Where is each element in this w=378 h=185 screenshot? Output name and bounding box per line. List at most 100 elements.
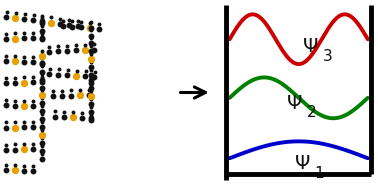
Point	[52, 110, 58, 113]
Point	[48, 16, 54, 19]
Point	[30, 100, 36, 103]
Point	[39, 81, 45, 84]
Point	[65, 68, 71, 71]
Point	[12, 81, 18, 84]
Point	[12, 121, 18, 124]
Point	[12, 143, 18, 146]
Point	[39, 142, 45, 145]
Point	[39, 150, 45, 153]
Point	[39, 29, 45, 32]
Point	[82, 43, 88, 46]
Point	[88, 74, 94, 77]
Point	[88, 119, 94, 122]
Point	[39, 129, 45, 132]
Point	[3, 164, 9, 166]
Point	[3, 60, 9, 63]
Point	[69, 25, 75, 28]
Point	[39, 36, 45, 39]
Point	[3, 143, 9, 146]
Point	[96, 22, 102, 25]
Point	[22, 12, 28, 15]
Point	[91, 70, 98, 73]
Point	[88, 103, 94, 106]
Point	[88, 114, 94, 117]
Point	[30, 81, 36, 84]
Point	[46, 45, 52, 48]
Point	[4, 10, 10, 13]
Point	[86, 94, 92, 97]
Point	[39, 73, 45, 76]
Text: 3: 3	[323, 49, 333, 64]
Point	[30, 164, 36, 167]
Point	[12, 11, 19, 14]
Point	[79, 111, 85, 114]
Point	[65, 23, 71, 26]
Point	[57, 17, 64, 20]
Point	[88, 106, 94, 109]
Point	[88, 90, 94, 93]
Point	[88, 34, 94, 37]
Point	[30, 142, 36, 145]
Point	[12, 55, 18, 58]
Point	[12, 164, 18, 167]
Point	[3, 169, 9, 172]
Point	[69, 20, 75, 23]
Point	[30, 56, 36, 59]
Point	[21, 169, 27, 172]
Point	[39, 57, 45, 60]
Point	[39, 137, 45, 139]
Point	[82, 70, 88, 73]
Text: $\Psi$: $\Psi$	[294, 154, 310, 173]
Point	[30, 121, 36, 124]
Text: $\Psi$: $\Psi$	[286, 94, 302, 113]
Point	[39, 15, 45, 18]
Point	[39, 121, 45, 124]
Point	[73, 44, 79, 47]
Point	[77, 89, 83, 92]
Point	[56, 68, 62, 71]
Point	[88, 37, 94, 40]
Point	[30, 31, 36, 34]
Point	[21, 32, 27, 35]
Point	[39, 20, 45, 23]
Point	[39, 49, 45, 52]
Point	[39, 70, 45, 73]
Point	[73, 74, 79, 77]
Point	[39, 78, 45, 81]
Point	[77, 94, 83, 97]
Point	[59, 94, 65, 97]
Point	[50, 90, 56, 92]
Point	[3, 99, 9, 102]
Point	[50, 95, 56, 98]
Point	[88, 29, 94, 32]
Point	[87, 21, 93, 24]
Point	[88, 112, 94, 115]
Point	[96, 27, 102, 30]
Point	[39, 54, 45, 57]
Point	[64, 44, 70, 47]
Point	[3, 37, 9, 40]
Point	[21, 99, 27, 102]
Point	[39, 62, 45, 65]
Point	[46, 67, 53, 70]
Point	[48, 21, 54, 24]
Point	[60, 24, 66, 27]
Point	[21, 105, 27, 107]
Point	[30, 105, 36, 108]
Point	[21, 121, 27, 124]
Point	[82, 75, 88, 78]
Point	[88, 66, 94, 69]
Point	[39, 102, 45, 105]
Point	[68, 94, 74, 97]
Point	[39, 86, 45, 89]
Point	[39, 37, 45, 40]
Point	[88, 21, 94, 24]
Point	[39, 144, 45, 147]
Point	[39, 56, 45, 59]
Point	[12, 99, 18, 102]
Point	[3, 148, 9, 151]
Point	[12, 104, 18, 107]
Point	[21, 126, 27, 129]
Point	[88, 95, 94, 98]
Point	[3, 54, 9, 57]
